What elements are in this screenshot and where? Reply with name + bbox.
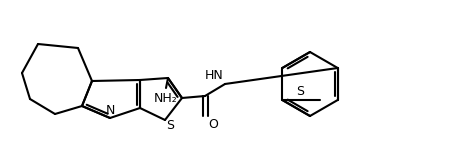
Text: O: O: [208, 118, 218, 131]
Text: S: S: [296, 85, 304, 98]
Text: NH₂: NH₂: [154, 92, 178, 105]
Text: S: S: [166, 119, 174, 132]
Text: N: N: [105, 104, 115, 117]
Text: HN: HN: [204, 69, 223, 82]
